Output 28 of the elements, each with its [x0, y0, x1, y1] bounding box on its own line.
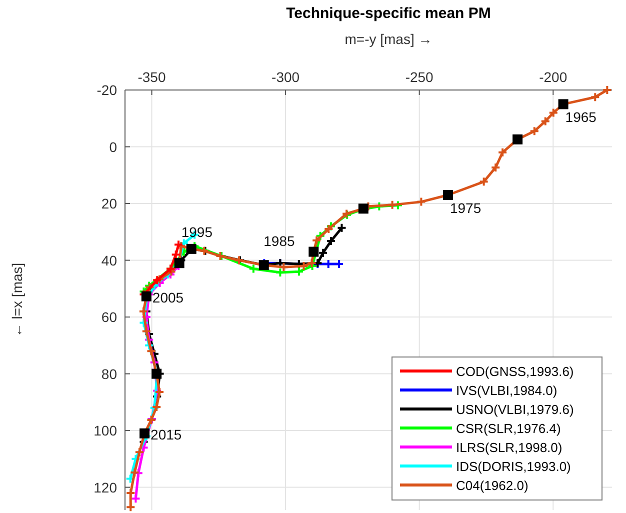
chart-title: Technique-specific mean PM: [286, 5, 491, 22]
y-tick-label: 100: [94, 422, 118, 439]
legend-label: CSR(SLR,1976.4): [456, 421, 561, 436]
y-tick-label: 0: [109, 138, 118, 155]
y-tick-label: 40: [101, 252, 118, 268]
annotation: 1965: [565, 109, 597, 126]
annotation: 1985: [264, 232, 296, 249]
x-axis-title: m=-y [mas] →: [344, 31, 432, 47]
y-tick-label: 80: [101, 366, 118, 382]
annotation: 1995: [181, 224, 213, 240]
legend-label: ILRS(SLR,1998.0): [456, 440, 562, 455]
x-tick-label: -300: [272, 69, 300, 85]
x-tick-label: -350: [138, 69, 166, 85]
y-tick-label: 120: [94, 479, 118, 496]
y-tick-label: -20: [96, 82, 118, 98]
legend-label: IVS(VLBI,1984.0): [456, 383, 558, 398]
legend-label: IDS(DORIS,1993.0): [456, 459, 571, 474]
legend-label: USNO(VLBI,1979.6): [456, 402, 574, 417]
annotation: 2015: [150, 426, 182, 442]
x-tick-label: -250: [405, 69, 434, 85]
annotation: 1975: [450, 200, 482, 216]
x-tick-label: -200: [539, 69, 568, 85]
y-axis-title: ← l=x [mas]: [9, 262, 25, 338]
legend-label: COD(GNSS,1993.6): [456, 364, 574, 379]
annotation: 2005: [152, 289, 184, 306]
y-tick-label: 20: [101, 196, 118, 212]
legend-label: C04(1962.0): [456, 478, 528, 493]
y-tick-label: 60: [101, 309, 118, 326]
